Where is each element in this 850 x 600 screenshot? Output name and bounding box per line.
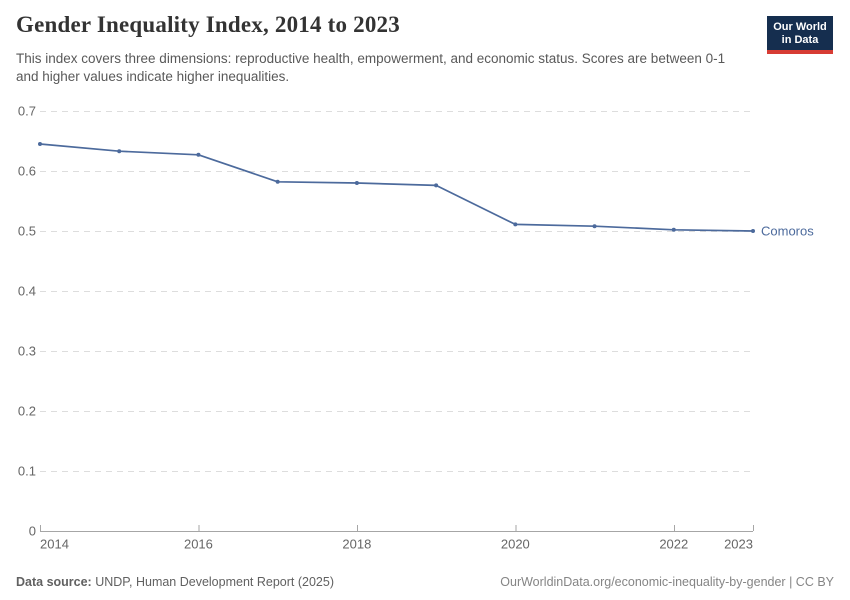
y-axis-label: 0.4 <box>18 284 36 299</box>
series-label[interactable]: Comoros <box>761 224 814 239</box>
data-point[interactable] <box>434 183 439 188</box>
x-axis-label: 2014 <box>40 537 69 552</box>
data-source-text: UNDP, Human Development Report (2025) <box>91 575 334 589</box>
y-axis-label: 0.3 <box>18 344 36 359</box>
data-point[interactable] <box>671 227 676 232</box>
data-point[interactable] <box>354 181 359 185</box>
x-axis-label: 2023 <box>724 537 753 552</box>
data-point[interactable] <box>592 224 597 229</box>
x-axis-label: 2020 <box>501 537 530 552</box>
owid-logo-line2: in Data <box>781 33 819 46</box>
citation-url[interactable]: OurWorldinData.org/economic-inequality-b… <box>500 575 786 589</box>
y-axis-label: 0.7 <box>18 104 36 119</box>
y-axis-label: 0 <box>29 524 36 539</box>
data-point[interactable] <box>38 142 42 146</box>
data-point[interactable] <box>196 152 201 157</box>
chart-footer: Data source: UNDP, Human Development Rep… <box>16 575 834 589</box>
owid-logo[interactable]: Our World in Data <box>767 16 833 54</box>
owid-logo-line1: Our World <box>773 21 827 33</box>
x-axis-label: 2022 <box>659 537 688 552</box>
x-axis-label: 2016 <box>184 537 213 552</box>
data-line <box>39 143 754 232</box>
y-axis-label: 0.6 <box>18 164 36 179</box>
y-axis-label: 0.1 <box>18 464 36 479</box>
line-chart[interactable]: 0 0.1 0.2 0.3 0.4 0.5 0.6 0.7 2014 2016 2018 2020 20… <box>0 95 850 565</box>
data-point[interactable] <box>513 222 518 227</box>
y-axis-label: 0.5 <box>18 224 36 239</box>
chart-subtitle: This index covers three dimensions: repr… <box>16 51 726 84</box>
x-axis-label: 2018 <box>342 537 371 552</box>
license-badge[interactable]: CC BY <box>795 575 834 589</box>
data-source: Data source: UNDP, Human Development Rep… <box>16 575 334 589</box>
footer-citation-link[interactable]: OurWorldinData.org/economic-inequality-b… <box>500 575 834 589</box>
data-point[interactable] <box>275 179 280 184</box>
data-point[interactable] <box>751 229 755 233</box>
chart-title: Gender Inequality Index, 2014 to 2023 <box>16 12 400 37</box>
data-point[interactable] <box>117 149 122 154</box>
data-source-label: Data source: <box>16 575 92 589</box>
citation-separator: | <box>785 575 796 589</box>
y-axis-label: 0.2 <box>18 404 36 419</box>
